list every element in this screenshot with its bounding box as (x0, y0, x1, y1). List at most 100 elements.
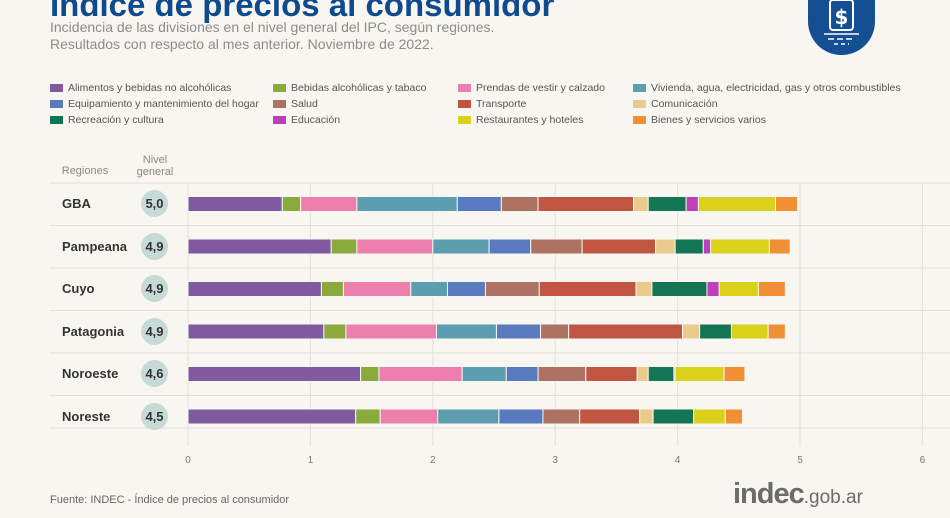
legend-label: Prendas de vestir y calzado (476, 82, 605, 94)
bar-segment (356, 238, 434, 255)
bar-segment (500, 196, 539, 212)
svg-text:$: $ (835, 5, 849, 29)
region-label: Patagonia (62, 323, 125, 339)
bar-segment (542, 408, 581, 425)
legend-label: Bienes y servicios varios (651, 114, 766, 126)
bar-segment (647, 366, 675, 382)
bar-segment (187, 238, 332, 255)
bar-segment (636, 366, 649, 382)
region-label: Pampeana (62, 238, 128, 254)
bar-segment (699, 323, 732, 340)
bar-segment (456, 196, 502, 212)
bar-segment (379, 408, 439, 425)
level-badge: 4,6 (141, 360, 168, 387)
bar-segment (360, 366, 380, 382)
bar-segment (484, 281, 540, 297)
legend-swatch (50, 84, 63, 92)
legend-label: Transporte (476, 98, 527, 110)
legend-item: Recreación y cultura (50, 114, 164, 126)
bar-segment (724, 408, 743, 425)
bar-segment (355, 408, 381, 425)
region-label: Cuyo (62, 281, 95, 296)
legend-item: Alimentos y bebidas no alcohólicas (50, 82, 231, 94)
legend-swatch (273, 84, 286, 92)
level-badge: 5,0 (141, 190, 168, 217)
legend-item: Bienes y servicios varios (633, 114, 766, 126)
legend-item: Salud (273, 98, 318, 110)
logo-suffix: .gob.ar (803, 487, 863, 508)
bar-segment (568, 323, 683, 340)
chart-subtitle-line2: Resultados con respecto al mes anterior.… (50, 36, 434, 52)
bar-segment (330, 238, 358, 255)
bar-segment (585, 366, 638, 382)
bar-segment (635, 281, 653, 297)
x-tick-label: 4 (675, 455, 681, 466)
bar-segment (702, 238, 712, 255)
bar-segment (775, 196, 799, 212)
x-tick-label: 3 (552, 455, 558, 466)
bar-segment (639, 408, 654, 425)
bar-segment (718, 281, 759, 297)
dollar-document-icon: $ (808, 0, 875, 55)
bar-segment (767, 323, 786, 340)
bar-segment (768, 238, 791, 255)
bar-segment (461, 366, 507, 382)
bar-segment (300, 196, 358, 212)
x-tick-label: 2 (430, 455, 436, 466)
bar-segment (356, 196, 458, 212)
bar-segment (540, 323, 570, 340)
bar-segment (730, 323, 769, 340)
bar-segment (187, 408, 357, 425)
bar-segment (432, 238, 490, 255)
bar-segment (685, 196, 699, 212)
bar-segment (187, 323, 325, 340)
bar-segment (187, 366, 362, 382)
bar-segment (681, 323, 701, 340)
bar-segment (410, 281, 448, 297)
source-note: Fuente: INDEC - Índice de precios al con… (50, 494, 290, 506)
bar-segment (757, 281, 786, 297)
legend-swatch (633, 84, 646, 92)
bar-segment (706, 281, 720, 297)
bar-segment (187, 281, 322, 297)
legend-label: Educación (291, 114, 341, 126)
legend-item: Transporte (458, 98, 526, 110)
x-tick-label: 0 (185, 455, 191, 466)
indec-logo[interactable]: indec.gob.ar (733, 478, 863, 511)
bar-segment (187, 196, 283, 212)
legend-item: Prendas de vestir y calzado (458, 82, 605, 94)
bar-segment (345, 323, 437, 340)
bar-segment (495, 323, 542, 340)
legend-item: Bebidas alcohólicas y tabaco (273, 82, 426, 94)
legend-swatch (273, 116, 286, 124)
regions-header: Regiones (61, 165, 109, 177)
x-tick-label: 5 (797, 455, 803, 466)
bar-segment (342, 281, 412, 297)
legend-item: Equipamiento y mantenimiento del hogar (50, 98, 259, 110)
x-tick-label: 1 (308, 455, 314, 466)
legend-swatch (273, 100, 286, 108)
legend-label: Alimentos y bebidas no alcohólicas (68, 82, 232, 94)
bar-segment (530, 238, 583, 255)
bar-segment (378, 366, 463, 382)
level-badge: 4,9 (141, 317, 168, 345)
logo-main: indec (733, 478, 805, 510)
legend-swatch (458, 116, 471, 124)
bar-segment (697, 196, 777, 212)
bar-segment (710, 238, 770, 255)
legend-label: Equipamiento y mantenimiento del hogar (68, 98, 259, 110)
bar-segment (488, 238, 532, 255)
bar-segment (652, 408, 695, 425)
bar-segment (537, 196, 635, 212)
bar-segment (723, 366, 746, 382)
legend-label: Restaurantes y hoteles (476, 114, 584, 126)
bar-segment (579, 408, 641, 425)
legend-label: Comunicación (651, 98, 718, 110)
region-label: Noreste (62, 408, 111, 424)
region-label: Noroeste (62, 366, 119, 381)
level-header: Nivel general (136, 154, 174, 178)
bar-segment (674, 366, 725, 382)
legend-item: Educación (273, 114, 340, 126)
legend-label: Bebidas alcohólicas y tabaco (291, 82, 427, 94)
bar-segment (437, 408, 500, 425)
